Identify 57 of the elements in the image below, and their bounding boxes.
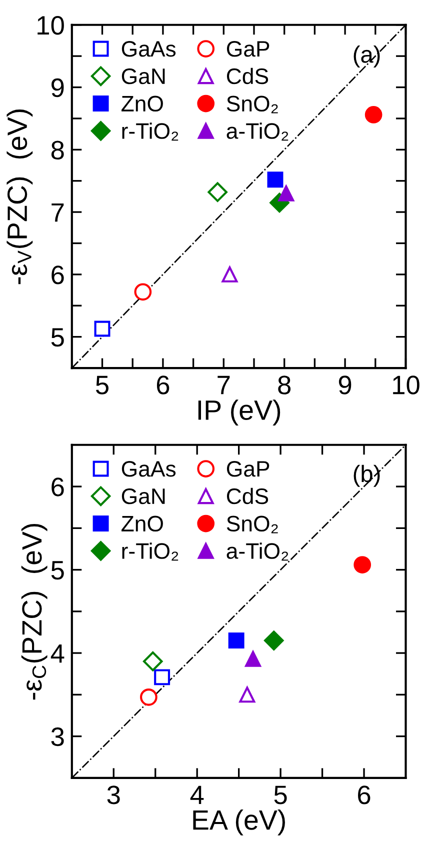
point <box>134 283 152 301</box>
point <box>354 556 372 574</box>
legend-label: GaP <box>226 41 270 57</box>
y-tick-label: 5 <box>51 328 64 347</box>
y-tick-label: 9 <box>52 78 64 98</box>
legend-label: ZnO <box>122 96 163 112</box>
x-tick-label: 6 <box>156 376 170 394</box>
point <box>239 686 256 703</box>
annotation: (a) <box>354 45 380 68</box>
x-axis-title: IP (eV) <box>198 400 280 426</box>
legend-label: CdS <box>226 68 268 84</box>
legend-label: SnO₂ <box>226 96 278 114</box>
legend-label: r-TiO₂ <box>122 122 178 141</box>
legend-label: GaN <box>122 488 165 504</box>
x-tick-label: 9 <box>338 376 352 394</box>
x-tick-label: 6 <box>358 786 370 804</box>
legend-label: GaN <box>122 68 165 84</box>
y-tick-label: 3 <box>51 727 64 746</box>
point <box>208 182 228 202</box>
point <box>245 650 261 667</box>
annotation: (b) <box>354 464 380 487</box>
y-tick-label: 6 <box>52 478 64 496</box>
point <box>222 266 238 282</box>
x-tick-label: 7 <box>218 376 230 394</box>
x-tick-label: 8 <box>278 376 291 394</box>
point <box>140 688 158 706</box>
point <box>142 651 163 672</box>
point <box>228 632 244 649</box>
y-axis-title: -ε$_{C}$(PZC) (eV) <box>21 524 48 700</box>
legend-label: SnO₂ <box>226 516 278 534</box>
legend-label: GaP <box>226 461 270 477</box>
x-tick-label: 3 <box>107 786 120 804</box>
y-tick-label: 4 <box>50 644 64 663</box>
x-axis-title: EA (eV) <box>193 809 285 836</box>
point <box>278 185 294 202</box>
legend-label: ZnO <box>122 516 163 532</box>
x-tick-label: 10 <box>393 376 420 394</box>
legend-label: GaAs <box>122 41 176 57</box>
y-tick-label: 5 <box>51 561 64 580</box>
y-axis-title: -ε$_{V}$(PZC) (eV) <box>6 110 33 284</box>
legend-label: r-TiO₂ <box>122 542 178 561</box>
legend-label: CdS <box>226 488 268 504</box>
point <box>154 669 170 686</box>
y-tick-label: 10 <box>38 16 64 35</box>
y-tick-label: 8 <box>51 140 64 160</box>
point <box>364 106 382 124</box>
x-tick-label: 5 <box>96 376 108 394</box>
x-tick-label: 4 <box>190 786 204 804</box>
x-tick-label: 5 <box>274 786 287 804</box>
point <box>264 630 284 650</box>
legend-label: a-TiO₂ <box>226 542 288 561</box>
y-tick-label: 6 <box>52 266 64 284</box>
y-tick-label: 7 <box>52 203 64 222</box>
point <box>94 320 110 337</box>
point <box>267 172 284 188</box>
legend-label: a-TiO₂ <box>226 122 288 141</box>
legend-label: GaAs <box>122 461 176 477</box>
